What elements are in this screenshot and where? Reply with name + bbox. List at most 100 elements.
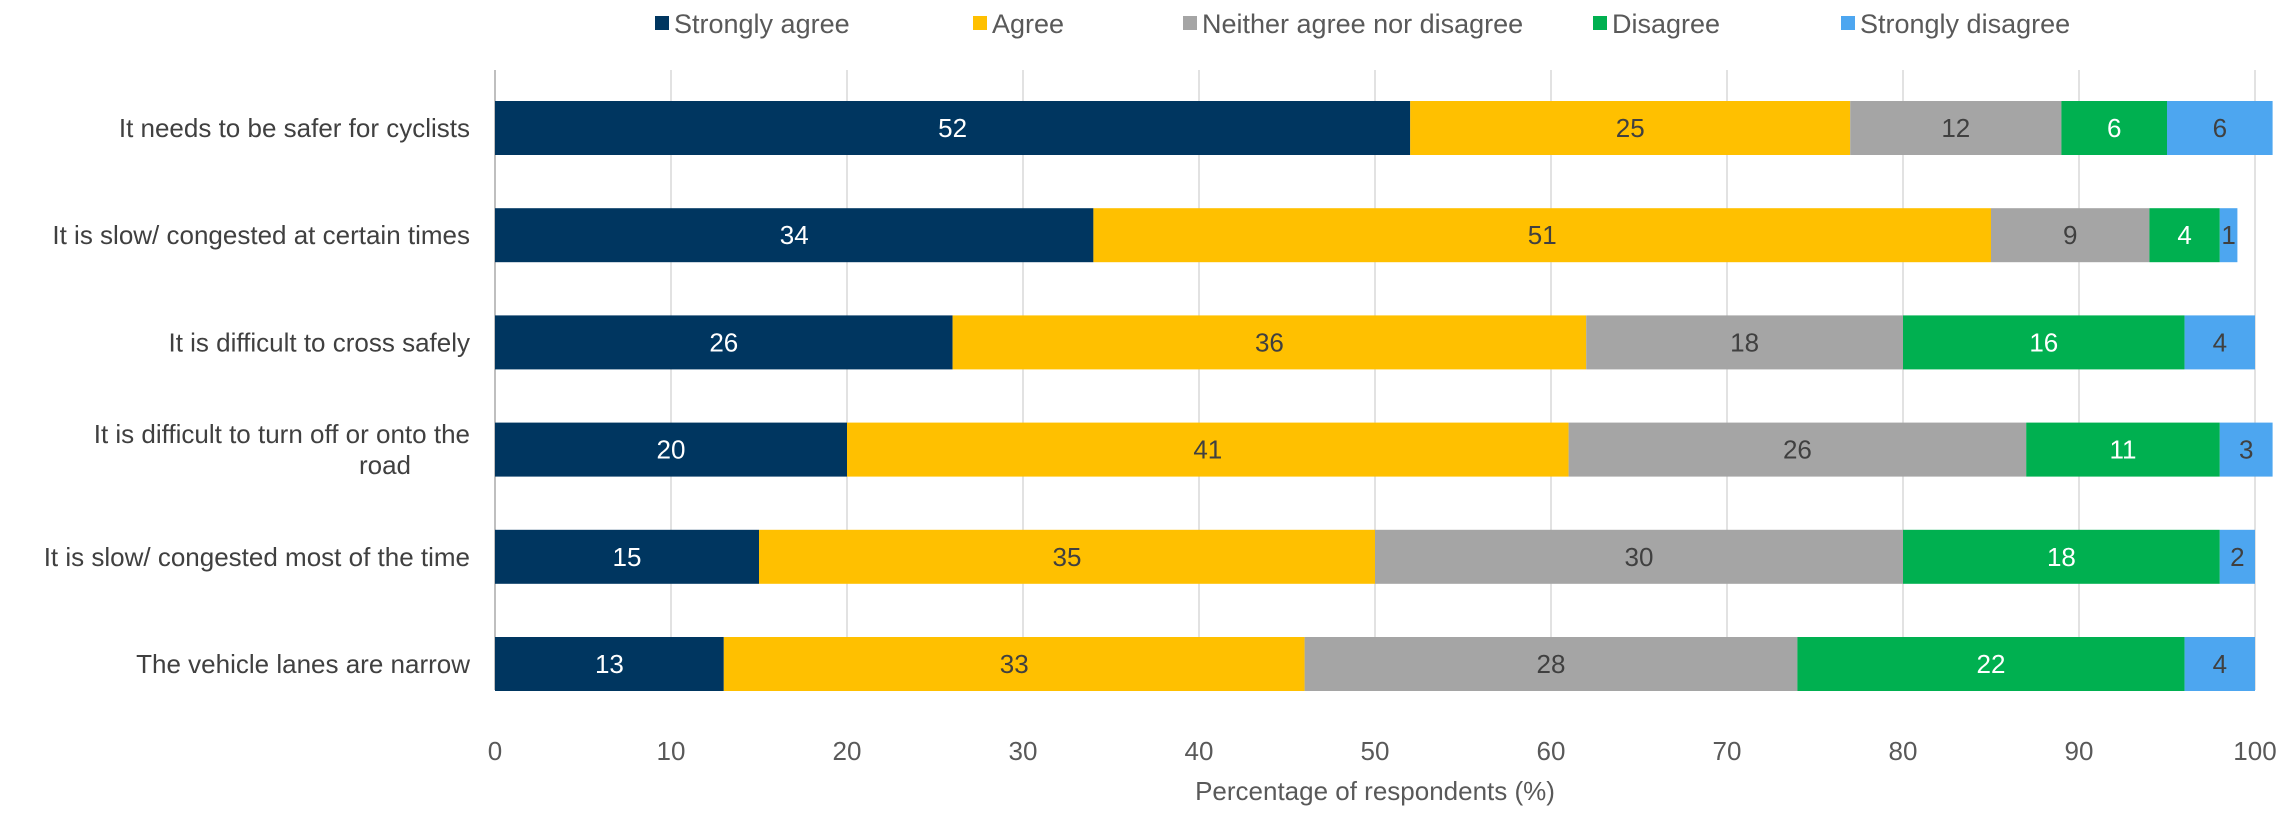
x-tick-label: 80: [1889, 736, 1918, 766]
data-label: 11: [2110, 435, 2137, 465]
bar-segment: [2026, 422, 2220, 477]
data-label: 28: [1537, 649, 1566, 679]
bar-segment: [1304, 637, 1798, 691]
data-label: 30: [1625, 542, 1654, 572]
category-label-line: It is difficult to cross safely: [168, 327, 470, 357]
category-label-line: It is slow/ congested at certain times: [52, 220, 470, 250]
bar-segment: [1797, 637, 2185, 691]
data-label: 52: [938, 113, 967, 143]
data-label: 33: [1000, 649, 1029, 679]
bar-segment: [1568, 422, 2027, 477]
data-label: 13: [595, 649, 624, 679]
data-label: 6: [2107, 113, 2121, 143]
data-label: 15: [613, 542, 642, 572]
category-label: It is slow/ congested at certain times: [52, 220, 470, 250]
legend-swatch: [655, 16, 669, 30]
bar-segment: [1586, 315, 1903, 370]
bar-segments: [495, 101, 2273, 691]
legend-swatch: [973, 16, 987, 30]
bar-segment: [2149, 208, 2220, 263]
x-tick-label: 10: [657, 736, 686, 766]
bar-segment: [2219, 422, 2273, 477]
bar-segment: [495, 208, 1094, 263]
legend-label: Strongly disagree: [1860, 9, 2070, 39]
x-tick-label: 40: [1185, 736, 1214, 766]
category-label-line: It is difficult to turn off or onto the: [94, 419, 470, 449]
bar-segment: [1093, 208, 1991, 263]
data-label: 9: [2063, 220, 2077, 250]
x-axis-title: Percentage of respondents (%): [1195, 776, 1555, 806]
data-label: 25: [1616, 113, 1645, 143]
data-label: 4: [2177, 220, 2191, 250]
legend-label: Neither agree nor disagree: [1202, 9, 1523, 39]
data-label: 22: [1977, 649, 2006, 679]
bar-segment: [1850, 101, 2062, 155]
bar-segment: [1903, 529, 2220, 584]
data-label: 41: [1193, 435, 1222, 465]
gridlines: [494, 70, 2256, 690]
data-label: 34: [780, 220, 809, 250]
category-label: It is difficult to turn off or onto the r…: [94, 419, 470, 480]
bar-segment: [1375, 529, 1903, 584]
bar-segment: [1991, 208, 2150, 263]
data-label: 1: [2221, 220, 2235, 250]
data-label: 3: [2239, 435, 2253, 465]
category-labels: It needs to be safer for cyclists It is s…: [44, 113, 471, 679]
category-label: It is slow/ congested most of the time: [44, 542, 470, 572]
bar-segment: [759, 529, 1375, 584]
x-tick-label: 30: [1009, 736, 1038, 766]
x-tick-label: 50: [1361, 736, 1390, 766]
bar-segment: [2061, 101, 2167, 155]
x-tick-label: 100: [2233, 736, 2276, 766]
bar-segment: [2219, 208, 2238, 263]
category-label: The vehicle lanes are narrow: [136, 649, 470, 679]
bar-segment: [2167, 101, 2273, 155]
bar-segment: [2219, 529, 2255, 584]
data-label: 26: [1783, 435, 1812, 465]
category-label-line: road: [359, 450, 411, 480]
data-label: 26: [709, 327, 738, 357]
data-label: 2: [2230, 542, 2244, 572]
bar-segment: [495, 315, 953, 370]
category-label: It is difficult to cross safely: [168, 327, 470, 357]
bar-segment: [1903, 315, 2185, 370]
legend-label: Strongly agree: [674, 9, 850, 39]
data-label: 12: [1941, 113, 1970, 143]
bar-segment: [2184, 315, 2255, 370]
data-label: 4: [2213, 327, 2227, 357]
category-label-line: It is slow/ congested most of the time: [44, 542, 470, 572]
bar-segment: [723, 637, 1305, 691]
data-label: 6: [2213, 113, 2227, 143]
category-label: It needs to be safer for cyclists: [119, 113, 470, 143]
data-label: 36: [1255, 327, 1284, 357]
bar-segment: [952, 315, 1587, 370]
x-tick-label: 90: [2065, 736, 2094, 766]
legend-label: Disagree: [1612, 9, 1720, 39]
legend-label: Agree: [992, 9, 1064, 39]
x-tick-label: 70: [1713, 736, 1742, 766]
bar-segment: [495, 637, 724, 691]
bar-segment: [847, 422, 1569, 477]
data-label: 20: [657, 435, 686, 465]
x-tick-label: 60: [1537, 736, 1566, 766]
data-label: 51: [1528, 220, 1557, 250]
category-label-line: The vehicle lanes are narrow: [136, 649, 470, 679]
legend-swatch: [1183, 16, 1197, 30]
data-label: 4: [2213, 649, 2227, 679]
x-tick-label: 20: [833, 736, 862, 766]
bar-segment: [495, 529, 759, 584]
legend-swatch: [1593, 16, 1607, 30]
data-label: 18: [1730, 327, 1759, 357]
x-tick-label: 0: [488, 736, 502, 766]
legend: Strongly agree Agree Neither agree nor dis…: [655, 9, 2070, 39]
bar-segment: [2184, 637, 2255, 691]
x-axis-ticks: 0 10 20 30 40 50 60 70 80 90 100: [488, 736, 2277, 766]
data-label: 16: [2029, 327, 2058, 357]
category-label-line: It needs to be safer for cyclists: [119, 113, 470, 143]
bar-segment: [1410, 101, 1851, 155]
bar-segment: [495, 101, 1411, 155]
data-label: 35: [1053, 542, 1082, 572]
legend-swatch: [1841, 16, 1855, 30]
